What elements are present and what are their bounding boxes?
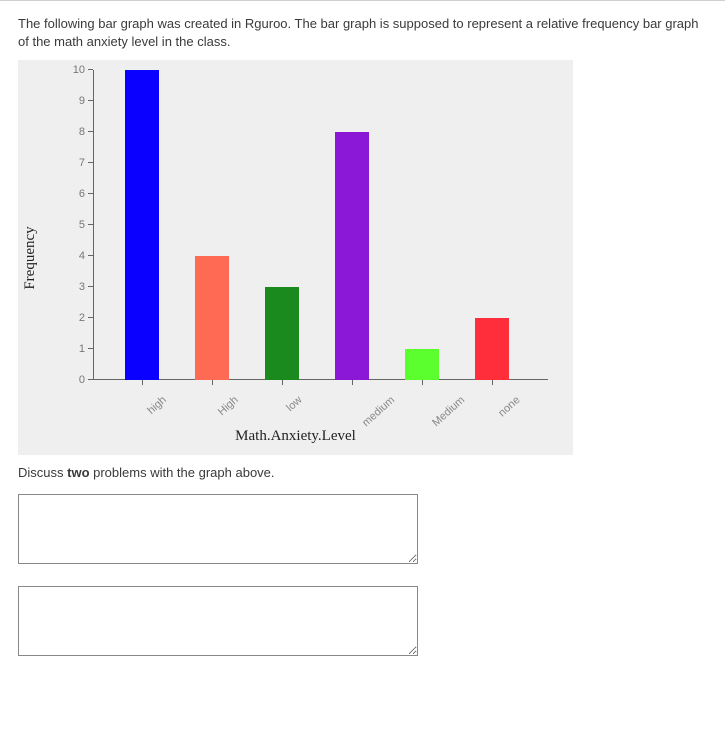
x-tick-label: medium: [360, 394, 397, 429]
x-tick-label: none: [496, 394, 522, 419]
y-tick: [88, 317, 93, 318]
discuss-prompt: Discuss two problems with the graph abov…: [18, 465, 707, 480]
prompt-part: Discuss: [18, 465, 67, 480]
y-tick-label: 7: [79, 157, 85, 169]
y-tick-label: 2: [79, 312, 85, 324]
x-tick-label: Medium: [430, 394, 467, 429]
bar-high: [125, 70, 159, 380]
y-tick: [88, 69, 93, 70]
y-tick: [88, 131, 93, 132]
bar-medium: [335, 132, 369, 380]
y-tick: [88, 162, 93, 163]
x-tick: [422, 380, 423, 385]
y-tick-label: 1: [79, 343, 85, 355]
answer-input-1[interactable]: [18, 494, 418, 564]
y-axis: [93, 70, 94, 380]
frequency-bar-chart: Frequency 012345678910highHighlowmediumM…: [18, 60, 573, 455]
x-axis-label: Math.Anxiety.Level: [18, 428, 573, 445]
prompt-bold: two: [67, 465, 89, 480]
y-tick: [88, 255, 93, 256]
bar-none: [475, 318, 509, 380]
x-tick: [282, 380, 283, 385]
x-tick-label: High: [216, 394, 241, 418]
bar-low: [265, 287, 299, 380]
y-tick-label: 6: [79, 188, 85, 200]
intro-text: The following bar graph was created in R…: [18, 15, 707, 50]
y-tick-label: 4: [79, 250, 85, 262]
x-tick: [352, 380, 353, 385]
x-tick: [142, 380, 143, 385]
y-tick: [88, 100, 93, 101]
y-tick: [88, 224, 93, 225]
x-tick-label: high: [145, 394, 168, 417]
x-tick: [492, 380, 493, 385]
y-tick: [88, 348, 93, 349]
y-tick: [88, 379, 93, 380]
x-tick-label: low: [284, 394, 304, 414]
prompt-part: problems with the graph above.: [90, 465, 275, 480]
y-axis-label: Frequency: [22, 226, 39, 289]
y-tick-label: 5: [79, 219, 85, 231]
y-tick-label: 9: [79, 95, 85, 107]
x-tick: [212, 380, 213, 385]
bar-high: [195, 256, 229, 380]
y-tick: [88, 286, 93, 287]
y-tick-label: 0: [79, 374, 85, 386]
y-tick: [88, 193, 93, 194]
answer-input-2[interactable]: [18, 586, 418, 656]
y-tick-label: 10: [73, 64, 85, 76]
y-tick-label: 8: [79, 126, 85, 138]
plot-area: 012345678910highHighlowmediumMediumnone: [93, 70, 548, 380]
y-tick-label: 3: [79, 281, 85, 293]
bar-medium: [405, 349, 439, 380]
